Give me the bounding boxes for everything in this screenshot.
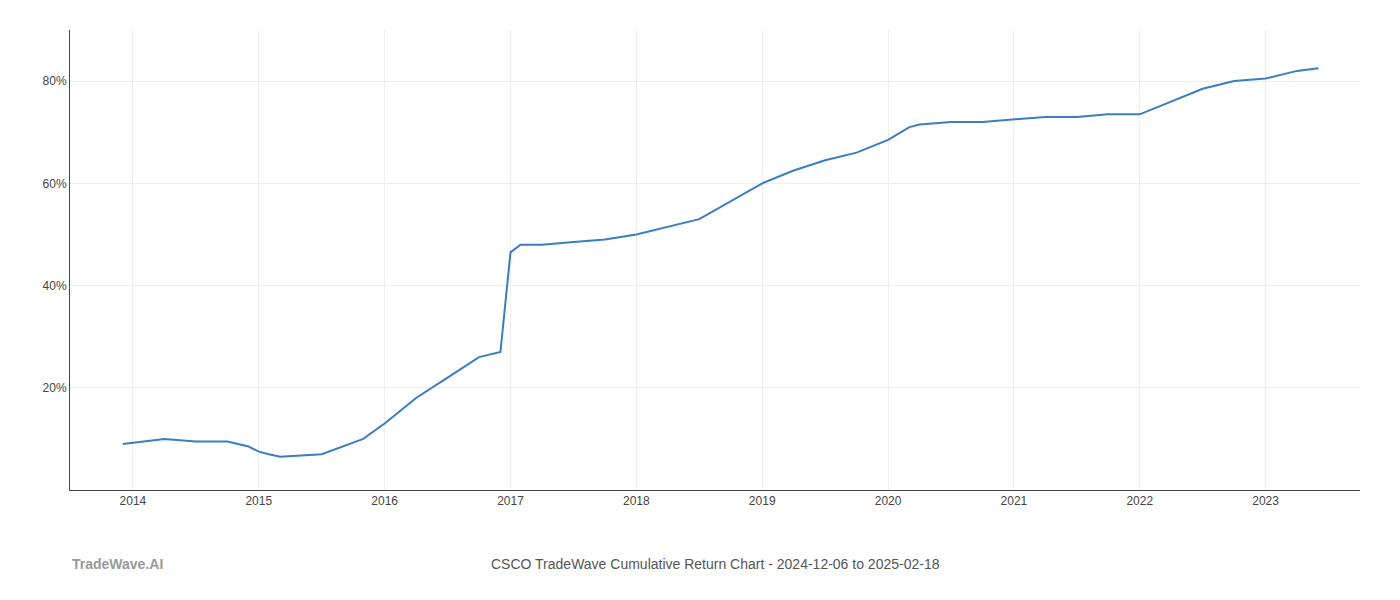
svg-text:TradeWave.AI: TradeWave.AI xyxy=(72,556,163,572)
svg-text:2019: 2019 xyxy=(749,494,776,508)
svg-text:80%: 80% xyxy=(43,74,67,88)
svg-text:2014: 2014 xyxy=(120,494,147,508)
svg-text:2016: 2016 xyxy=(371,494,398,508)
svg-text:2022: 2022 xyxy=(1126,494,1153,508)
svg-text:2017: 2017 xyxy=(497,494,524,508)
svg-text:2023: 2023 xyxy=(1252,494,1279,508)
svg-text:60%: 60% xyxy=(43,177,67,191)
svg-text:2021: 2021 xyxy=(1001,494,1028,508)
svg-text:2015: 2015 xyxy=(245,494,272,508)
svg-text:2020: 2020 xyxy=(875,494,902,508)
svg-text:20%: 20% xyxy=(43,381,67,395)
svg-text:CSCO TradeWave Cumulative Retu: CSCO TradeWave Cumulative Return Chart -… xyxy=(491,556,940,572)
svg-text:40%: 40% xyxy=(43,279,67,293)
svg-text:2018: 2018 xyxy=(623,494,650,508)
